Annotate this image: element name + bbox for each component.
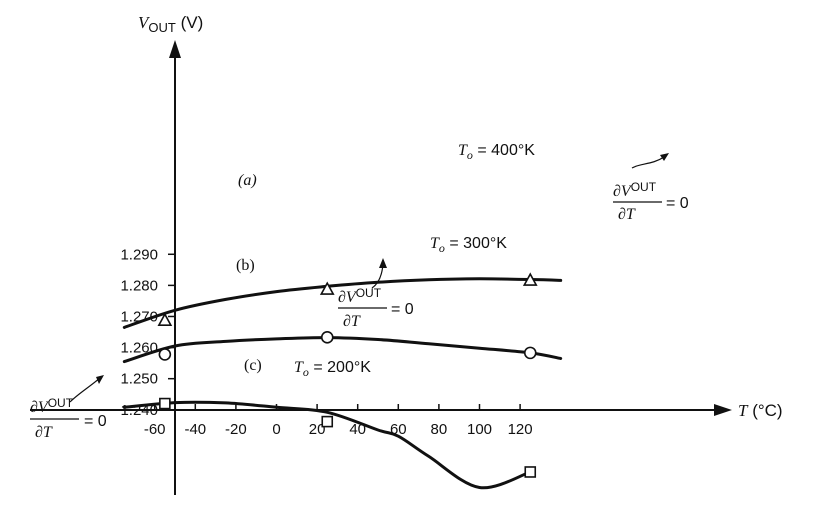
series-a-curve	[122, 277, 563, 329]
x-axis-arrow	[714, 404, 732, 416]
x-tick-label: -40	[184, 421, 206, 438]
x-tick-label: 100	[467, 421, 492, 438]
x-tick-label: 20	[309, 421, 326, 438]
series-a-triangle-marker	[319, 281, 335, 295]
series-a-to-label: To = 400°K	[458, 142, 535, 162]
series-a-triangle-marker	[157, 312, 173, 327]
x-tick-label: 120	[508, 421, 533, 438]
x-tick-label: -60	[144, 421, 166, 438]
dv-sub: OUT	[48, 396, 74, 410]
annotation-c: ∂VOUT ∂T = 0	[30, 375, 107, 441]
annotation-a-arrow	[631, 156, 665, 169]
x-tick-label: 0	[272, 421, 280, 438]
dv-sub: OUT	[356, 286, 382, 300]
dv-sub: OUT	[631, 180, 657, 194]
annotation-a-arrowhead	[660, 153, 669, 161]
y-axis-title-unit: (V)	[176, 13, 203, 32]
to-value: = 200°K	[309, 359, 371, 376]
annotation-b-arrowhead	[379, 258, 387, 268]
annotation-c-arrowhead	[96, 375, 104, 384]
series-c-to-label: To = 200°K	[294, 359, 371, 379]
y-axis-arrow	[169, 40, 181, 58]
to-value: = 400°K	[473, 142, 535, 159]
to-var: T	[458, 142, 468, 159]
series-c-label: (c)	[244, 357, 262, 374]
to-value: = 300°K	[445, 235, 507, 252]
x-axis-title: T (°C)	[738, 401, 783, 420]
dv-var: ∂V	[30, 399, 50, 416]
y-axis-title: VOUT (V)	[138, 13, 203, 35]
series-a-triangle-marker	[522, 272, 538, 286]
series-b-to-label: To = 300°K	[430, 235, 507, 255]
series-c-square-marker	[321, 415, 334, 428]
x-tick-label: -20	[225, 421, 247, 438]
x-tick-label: 80	[431, 421, 448, 438]
annotation-c-eq: = 0	[84, 413, 107, 430]
annotation-a: ∂VOUT ∂T = 0	[613, 153, 689, 223]
y-axis-title-sub: OUT	[148, 20, 176, 35]
to-sub: o	[303, 365, 309, 379]
annotation-b-numerator: ∂VOUT	[338, 286, 382, 306]
dv-var: ∂V	[338, 289, 358, 306]
series-b-curve	[122, 336, 563, 364]
y-tick-label: 1.250	[120, 371, 158, 388]
curve-layer	[122, 277, 563, 490]
dv-var: ∂V	[613, 183, 633, 200]
annotation-c-numerator: ∂VOUT	[30, 396, 74, 416]
series-a-label: (a)	[238, 172, 257, 189]
to-var: T	[430, 235, 440, 252]
y-axis-title-var: V	[138, 13, 151, 32]
y-tick-label: 1.290	[120, 246, 158, 263]
y-tick-label: 1.280	[120, 277, 158, 294]
series-c-square-marker	[159, 397, 171, 410]
y-tick-label: 1.260	[120, 340, 158, 357]
marker-layer	[157, 272, 538, 478]
annotation-a-numerator: ∂VOUT	[613, 180, 657, 200]
annotation-b: ∂VOUT ∂T = 0	[338, 258, 414, 330]
series-b-circle-marker	[320, 331, 334, 344]
series-b-circle-marker	[158, 348, 172, 361]
y-tick-label: 1.270	[120, 308, 158, 325]
annotation-b-eq: = 0	[391, 301, 414, 318]
x-axis-title-var: T	[738, 401, 749, 420]
annotation-a-eq: = 0	[666, 195, 689, 212]
x-axis-title-unit: (°C)	[747, 401, 782, 420]
annotation-c-arrow	[69, 377, 101, 403]
series-b-circle-marker	[523, 346, 537, 360]
annotation-a-denominator: ∂T	[618, 206, 636, 223]
annotation-c-denominator: ∂T	[35, 424, 53, 441]
to-var: T	[294, 359, 304, 376]
series-c-square-marker	[524, 466, 537, 478]
to-sub: o	[439, 241, 445, 255]
series-c-curve	[122, 400, 532, 490]
annotation-b-denominator: ∂T	[343, 313, 361, 330]
series-b-label: (b)	[236, 257, 255, 274]
to-sub: o	[467, 148, 473, 162]
axes	[30, 40, 732, 495]
